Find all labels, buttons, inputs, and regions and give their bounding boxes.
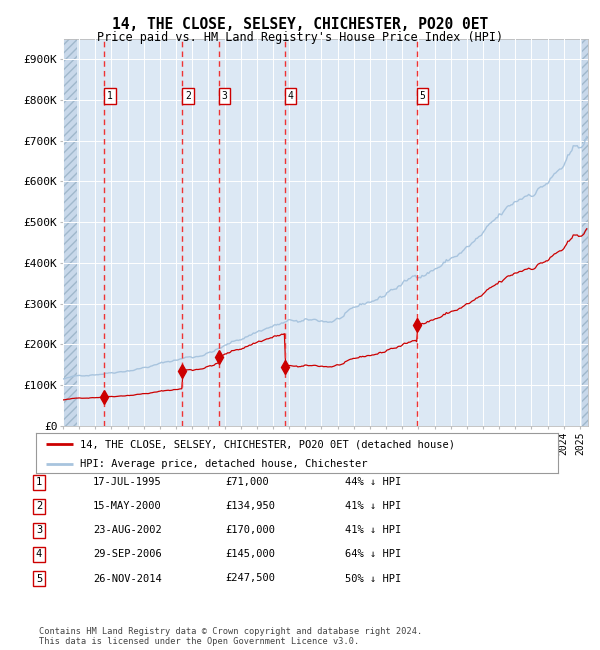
Text: £134,950: £134,950 (225, 501, 275, 512)
Text: 64% ↓ HPI: 64% ↓ HPI (345, 549, 401, 560)
Text: 2: 2 (185, 91, 191, 101)
Text: £170,000: £170,000 (225, 525, 275, 536)
Text: 2: 2 (36, 501, 42, 512)
Text: 15-MAY-2000: 15-MAY-2000 (93, 501, 162, 512)
Text: 5: 5 (419, 91, 425, 101)
Text: 23-AUG-2002: 23-AUG-2002 (93, 525, 162, 536)
Text: 26-NOV-2014: 26-NOV-2014 (93, 573, 162, 584)
Text: 14, THE CLOSE, SELSEY, CHICHESTER, PO20 0ET: 14, THE CLOSE, SELSEY, CHICHESTER, PO20 … (112, 17, 488, 32)
Text: £247,500: £247,500 (225, 573, 275, 584)
Text: 29-SEP-2006: 29-SEP-2006 (93, 549, 162, 560)
Text: HPI: Average price, detached house, Chichester: HPI: Average price, detached house, Chic… (80, 460, 368, 469)
Text: 44% ↓ HPI: 44% ↓ HPI (345, 477, 401, 488)
Text: 3: 3 (221, 91, 227, 101)
Text: 14, THE CLOSE, SELSEY, CHICHESTER, PO20 0ET (detached house): 14, THE CLOSE, SELSEY, CHICHESTER, PO20 … (80, 439, 455, 449)
Text: 5: 5 (36, 573, 42, 584)
Bar (63, 39, 77, 426)
Bar (581, 39, 588, 426)
Text: Contains HM Land Registry data © Crown copyright and database right 2024.: Contains HM Land Registry data © Crown c… (39, 627, 422, 636)
Text: Price paid vs. HM Land Registry's House Price Index (HPI): Price paid vs. HM Land Registry's House … (97, 31, 503, 44)
Bar (63, 39, 77, 426)
Text: £71,000: £71,000 (225, 477, 269, 488)
Text: £145,000: £145,000 (225, 549, 275, 560)
Text: This data is licensed under the Open Government Licence v3.0.: This data is licensed under the Open Gov… (39, 637, 359, 646)
Text: 41% ↓ HPI: 41% ↓ HPI (345, 525, 401, 536)
Text: 1: 1 (107, 91, 113, 101)
Text: 4: 4 (36, 549, 42, 560)
Text: 4: 4 (288, 91, 294, 101)
Text: 17-JUL-1995: 17-JUL-1995 (93, 477, 162, 488)
Text: 3: 3 (36, 525, 42, 536)
Text: 1: 1 (36, 477, 42, 488)
Text: 50% ↓ HPI: 50% ↓ HPI (345, 573, 401, 584)
Bar (581, 39, 588, 426)
Text: 41% ↓ HPI: 41% ↓ HPI (345, 501, 401, 512)
